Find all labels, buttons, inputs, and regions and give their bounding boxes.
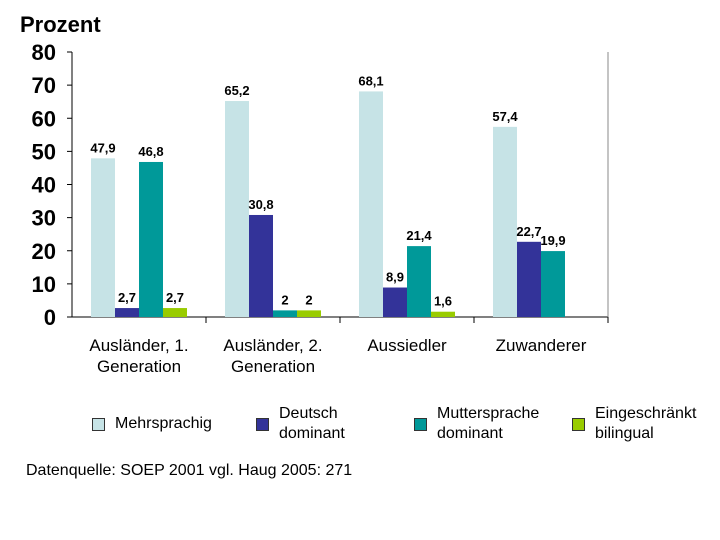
- legend-label-deutsch-dominant: Deutsch dominant: [279, 405, 345, 442]
- bar-muttersprache-dominant-1: [139, 161, 163, 317]
- data-label: 46,8: [138, 144, 163, 159]
- bar-mehrsprachig-3: [359, 91, 383, 317]
- legend-label-mehrsprachig: Mehrsprachig: [115, 415, 212, 432]
- legend-item-mehrsprachig: Mehrsprachig: [92, 414, 212, 434]
- data-label: 57,4: [492, 109, 518, 124]
- data-label: 47,9: [90, 140, 115, 155]
- y-tick-label: 50: [32, 139, 56, 164]
- bar-deutsch-dominant-2: [249, 214, 273, 317]
- x-category-label: Ausländer, 1. Generation: [89, 336, 188, 376]
- legend-label-muttersprache-dominant: Muttersprache dominant: [437, 405, 540, 442]
- y-tick-label: 0: [44, 305, 56, 330]
- data-label: 65,2: [224, 83, 249, 98]
- y-tick-label: 40: [32, 173, 56, 198]
- bar-muttersprache-dominant-4: [541, 251, 565, 317]
- y-axis-label: Prozent: [20, 12, 101, 37]
- x-category-label: Aussiedler: [367, 336, 447, 355]
- legend-swatch-mehrsprachig: [92, 417, 105, 431]
- legend-item-eingeschraenkt-bilingual: Eingeschränkt bilingual: [572, 404, 720, 444]
- data-label: 19,9: [540, 233, 565, 248]
- data-label: 2,7: [118, 290, 136, 305]
- bar-eingeschr-nkt-bilingual-3: [431, 311, 455, 317]
- data-label: 2: [305, 292, 312, 307]
- y-tick-label: 20: [32, 239, 56, 264]
- legend-label-eingeschraenkt-bilingual: Eingeschränkt bilingual: [595, 405, 697, 442]
- bar-mehrsprachig-1: [91, 158, 115, 317]
- data-label: 1,6: [434, 294, 452, 309]
- bar-eingeschr-nkt-bilingual-1: [163, 308, 187, 317]
- y-tick-label: 10: [32, 272, 56, 297]
- bar-mehrsprachig-2: [225, 101, 249, 318]
- data-source-note: Datenquelle: SOEP 2001 vgl. Haug 2005: 2…: [26, 462, 353, 479]
- data-label: 2: [281, 292, 288, 307]
- data-label: 68,1: [358, 73, 383, 88]
- y-tick-label: 70: [32, 73, 56, 98]
- legend-item-muttersprache-dominant: Muttersprache dominant: [414, 404, 557, 444]
- legend-item-deutsch-dominant: Deutsch dominant: [256, 404, 359, 444]
- data-label: 8,9: [386, 270, 404, 285]
- data-label: 22,7: [516, 224, 541, 239]
- bar-eingeschr-nkt-bilingual-2: [297, 310, 321, 317]
- bar-mehrsprachig-4: [493, 126, 517, 317]
- bar-muttersprache-dominant-3: [407, 246, 431, 317]
- bar-chart: 0 10 20 30 40 50 60 70 80 Ausländer, 1. Generation…: [32, 40, 609, 376]
- x-category-label: Ausländer, 2. Generation: [223, 336, 322, 376]
- y-tick-label: 60: [32, 106, 56, 131]
- data-label: 2,7: [166, 290, 184, 305]
- data-label: 21,4: [406, 228, 432, 243]
- legend-swatch-muttersprache-dominant: [414, 417, 427, 431]
- legend-swatch-eingeschraenkt-bilingual: [572, 417, 585, 431]
- data-label: 30,8: [248, 197, 273, 212]
- bar-deutsch-dominant-4: [517, 241, 541, 317]
- y-tick-label: 30: [32, 206, 56, 231]
- y-tick-label: 80: [32, 40, 56, 65]
- legend: Mehrsprachig Deutsch dominant Mutterspra…: [0, 404, 720, 454]
- x-category-label: Zuwanderer: [496, 336, 587, 355]
- bar-deutsch-dominant-3: [383, 287, 407, 317]
- legend-swatch-deutsch-dominant: [256, 417, 269, 431]
- bar-deutsch-dominant-1: [115, 308, 139, 317]
- bar-muttersprache-dominant-2: [273, 310, 297, 317]
